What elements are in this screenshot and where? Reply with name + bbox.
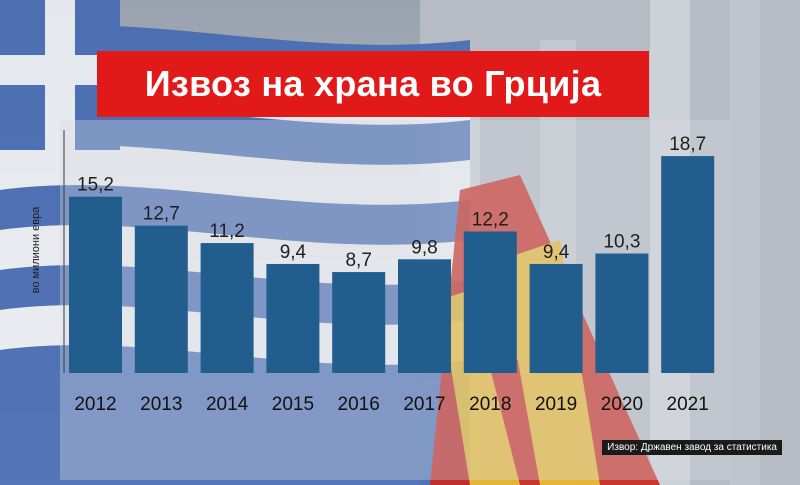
bar-2015 bbox=[266, 263, 320, 373]
data-label-2016: 8,7 bbox=[345, 250, 371, 271]
bar-2021 bbox=[661, 156, 715, 373]
data-label-2019: 9,4 bbox=[543, 242, 570, 263]
x-tick-label-2015: 2015 bbox=[272, 394, 314, 415]
bar-2019 bbox=[529, 263, 583, 373]
x-tick-label-2017: 2017 bbox=[403, 394, 445, 415]
bar-2016 bbox=[332, 272, 386, 373]
data-label-2015: 9,4 bbox=[280, 242, 307, 263]
x-tick-label-2019: 2019 bbox=[535, 394, 577, 415]
bar-2018 bbox=[463, 231, 517, 373]
bar-2020 bbox=[595, 253, 649, 373]
data-label-2018: 12,2 bbox=[472, 209, 509, 230]
source-note: Извор: Државен завод за статистика bbox=[602, 440, 782, 455]
data-label-2013: 12,7 bbox=[143, 204, 180, 225]
data-label-2017: 9,8 bbox=[411, 237, 437, 258]
bar-2014 bbox=[200, 243, 254, 373]
x-tick-label-2018: 2018 bbox=[469, 394, 511, 415]
bar-2012 bbox=[69, 196, 122, 373]
data-label-2014: 11,2 bbox=[209, 221, 245, 242]
x-tick-label-2021: 2021 bbox=[667, 394, 709, 415]
x-tick-label-2014: 2014 bbox=[206, 394, 249, 415]
data-label-2020: 10,3 bbox=[603, 232, 640, 253]
chart-title: Извоз на храна во Грција bbox=[144, 63, 602, 104]
x-tick-label-2016: 2016 bbox=[338, 394, 380, 415]
bar-2013 bbox=[134, 225, 188, 373]
data-label-2012: 15,2 bbox=[77, 175, 114, 196]
bar-2017 bbox=[398, 259, 451, 373]
data-label-2021: 18,7 bbox=[669, 134, 706, 155]
x-tick-label-2013: 2013 bbox=[140, 394, 182, 415]
x-tick-label-2020: 2020 bbox=[601, 394, 643, 415]
x-tick-label-2012: 2012 bbox=[74, 394, 116, 415]
chart-title-box: Извоз на храна во Грција bbox=[97, 51, 649, 117]
